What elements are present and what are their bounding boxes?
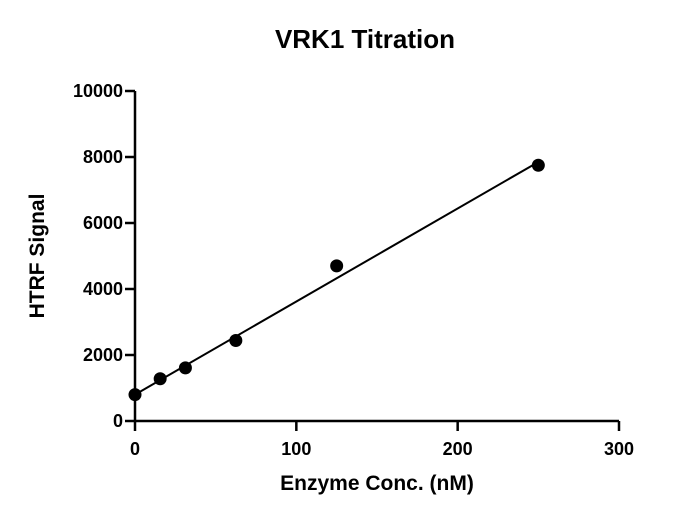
data-points [128,158,545,402]
x-tick-label: 200 [443,439,473,459]
y-tick-label: 8000 [83,147,123,167]
x-tick-label: 0 [130,439,140,459]
x-tick-label: 100 [281,439,311,459]
y-axis-label: HTRF Signal [26,194,49,319]
x-axis-label: Enzyme Conc. (nM) [280,472,474,495]
chart-title: VRK1 Titration [275,24,455,54]
data-point [330,259,344,273]
data-point [153,372,167,386]
y-axis-ticks: 0 2000 4000 6000 8000 10000 [73,81,135,431]
y-tick-label: 10000 [73,81,123,101]
data-point [229,333,243,347]
y-tick-label: 0 [113,411,123,431]
x-tick-label: 300 [604,439,634,459]
y-tick-label: 6000 [83,213,123,233]
data-point [178,361,192,375]
data-point [531,158,545,172]
x-axis-ticks: 0 100 200 300 [130,421,634,459]
linear-fit-line [134,161,539,396]
data-point [128,388,142,402]
y-tick-label: 4000 [83,279,123,299]
y-tick-label: 2000 [83,345,123,365]
